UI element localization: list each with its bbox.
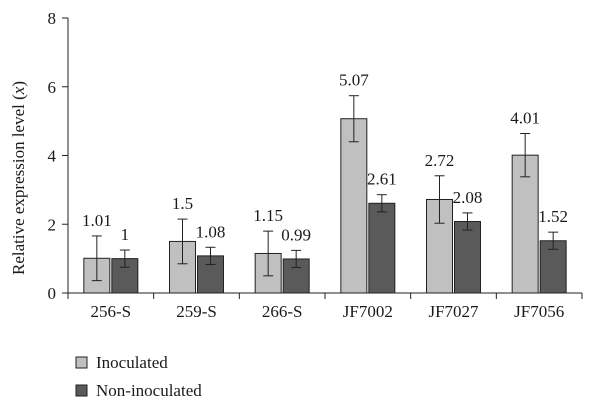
data-label: 4.01: [510, 109, 540, 128]
x-category-label: JF7056: [514, 302, 564, 321]
data-label: 1: [121, 225, 130, 244]
y-tick-label: 8: [48, 9, 57, 28]
data-label: 5.07: [339, 71, 369, 90]
legend-item-inoculated: Inoculated: [75, 353, 168, 372]
data-label: 1.08: [196, 222, 226, 241]
data-label: 2.61: [367, 170, 397, 189]
y-axis: 0 2 4 6 8: [48, 9, 69, 303]
bar-non-inoculated: [454, 221, 481, 294]
bars: [83, 95, 567, 294]
y-tick-label: 6: [48, 78, 57, 97]
bar-non-inoculated: [368, 202, 396, 294]
data-label: 1.5: [172, 194, 193, 213]
x-category-label: JF7002: [343, 302, 393, 321]
data-label: 0.99: [281, 225, 311, 244]
data-label: 1.01: [82, 211, 112, 230]
data-labels: 1.01 1.5 1.15 5.07 2.72 4.01 1 1.08 0.99 2.61 2.08…: [82, 71, 568, 245]
y-tick-label: 2: [48, 215, 57, 234]
legend-swatch-inoculated: [75, 356, 88, 369]
legend: Inoculated Non-inoculated: [75, 353, 202, 400]
legend-label-inoculated: Inoculated: [96, 353, 168, 372]
x-category-label: JF7027: [428, 302, 479, 321]
x-axis: 256-S 259-S 266-S JF7002 JF7027 JF7056: [67, 292, 583, 321]
data-label: 1.52: [538, 207, 568, 226]
data-label: 1.15: [253, 206, 283, 225]
bar-inoculated: [511, 154, 539, 294]
y-axis-title: Relative expression level (x): [9, 81, 28, 275]
legend-item-non-inoculated: Non-inoculated: [75, 381, 202, 400]
y-tick-label: 4: [48, 147, 57, 166]
data-label: 2.72: [425, 151, 455, 170]
x-category-label: 259-S: [176, 302, 217, 321]
y-tick-label: 0: [48, 284, 57, 303]
x-category-label: 266-S: [262, 302, 303, 321]
legend-swatch-non-inoculated: [75, 384, 88, 397]
bar-inoculated: [340, 118, 368, 294]
data-label: 2.08: [453, 188, 483, 207]
x-category-label: 256-S: [91, 302, 132, 321]
legend-label-non-inoculated: Non-inoculated: [96, 381, 202, 400]
